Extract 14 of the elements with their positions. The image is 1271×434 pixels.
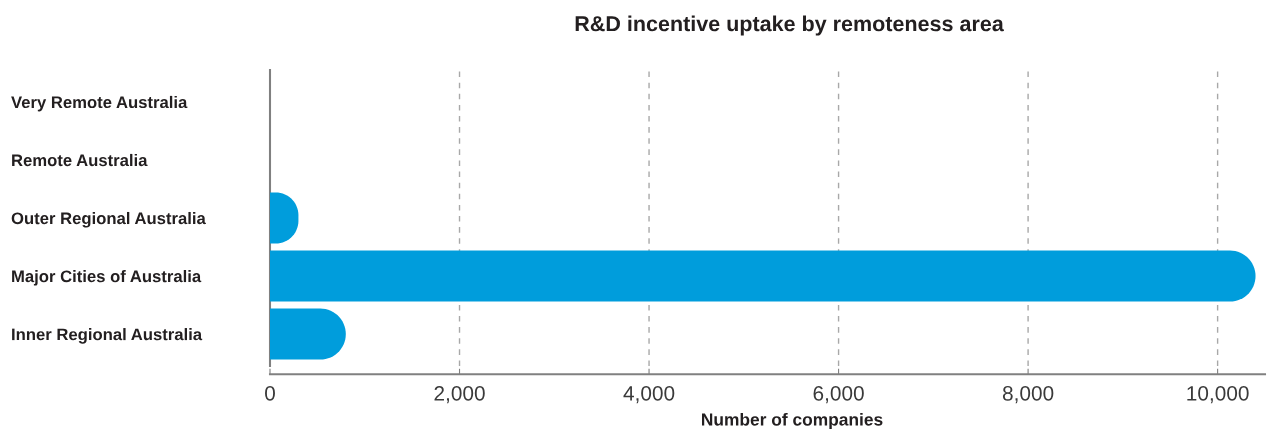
y-tick-label: Inner Regional Australia bbox=[12, 328, 203, 344]
x-tick-label: 0 bbox=[265, 385, 275, 401]
x-tick-label: 4,000 bbox=[623, 385, 675, 404]
chart-title: R&D incentive uptake by remoteness area bbox=[575, 15, 1004, 36]
y-tick-label: Outer Regional Australia bbox=[11, 211, 206, 228]
x-tick-label: 10,000 bbox=[1187, 385, 1249, 404]
x-tick-label: 2,000 bbox=[434, 385, 485, 404]
x-axis-title: Number of companies bbox=[702, 412, 883, 430]
bar bbox=[270, 250, 1256, 302]
x-tick-label: 6,000 bbox=[813, 385, 864, 404]
y-tick-label: Major Cities of Australia bbox=[12, 270, 202, 286]
y-tick-label: Remote Australia bbox=[12, 153, 148, 167]
x-tick-label: 8,000 bbox=[1002, 385, 1054, 404]
y-tick-label: Very Remote Australia bbox=[11, 95, 188, 112]
